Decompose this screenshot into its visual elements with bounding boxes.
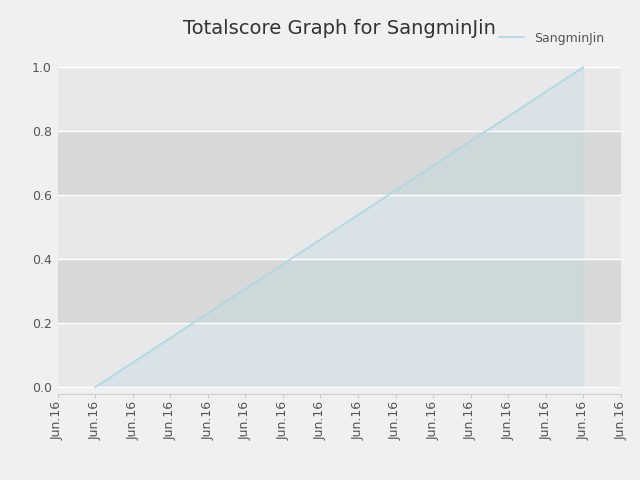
Line: SangminJin: SangminJin xyxy=(95,67,583,387)
SangminJin xyxy=(92,384,99,390)
SangminJin xyxy=(111,372,118,377)
SangminJin xyxy=(221,299,229,305)
Bar xyxy=(58,67,621,131)
Bar xyxy=(58,131,621,195)
SangminJin xyxy=(121,365,129,371)
SangminJin xyxy=(182,325,189,331)
SangminJin xyxy=(555,81,563,86)
Legend: SangminJin: SangminJin xyxy=(494,26,609,49)
SangminJin xyxy=(538,92,545,97)
SangminJin xyxy=(579,64,587,70)
Bar xyxy=(58,195,621,259)
Bar xyxy=(58,323,621,387)
Bar xyxy=(58,259,621,323)
Title: Totalscore Graph for SangminJin: Totalscore Graph for SangminJin xyxy=(183,19,495,38)
